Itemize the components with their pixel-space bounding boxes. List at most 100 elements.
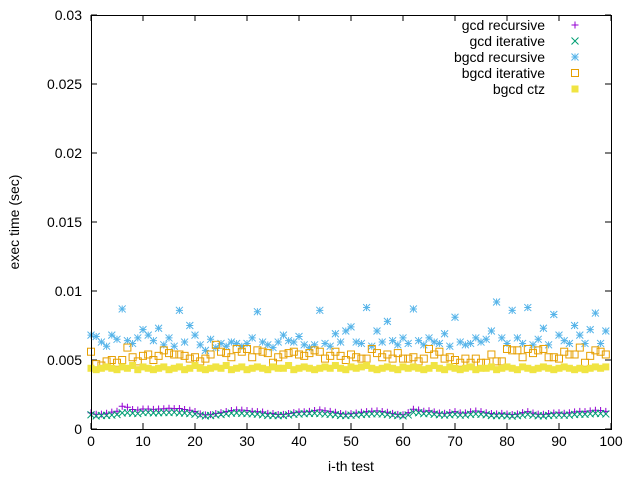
- data-point: [508, 411, 516, 419]
- data-point: [534, 346, 543, 355]
- data-point: [451, 313, 459, 322]
- data-point: [529, 366, 537, 374]
- data-point: [492, 298, 501, 306]
- data-point: [211, 340, 220, 349]
- data-point: [591, 309, 600, 317]
- data-point: [425, 344, 433, 353]
- data-point: [404, 339, 413, 348]
- data-point: [477, 364, 485, 372]
- data-point: [310, 346, 319, 355]
- data-point: [237, 342, 246, 351]
- data-point: [404, 411, 413, 419]
- x-tick-label: 100: [599, 433, 623, 449]
- data-point: [300, 351, 309, 360]
- y-tick-label: 0.005: [47, 352, 82, 368]
- data-point: [570, 321, 579, 330]
- data-point: [170, 350, 179, 359]
- data-point: [378, 364, 386, 372]
- data-point: [97, 410, 105, 418]
- data-point: [289, 338, 298, 346]
- x-tick-label: 10: [135, 433, 151, 449]
- series-gcd-iterative: [87, 408, 610, 420]
- data-point: [571, 366, 579, 374]
- data-point: [92, 332, 101, 341]
- data-point: [217, 339, 225, 348]
- data-point: [279, 350, 288, 359]
- legend-marker: [571, 69, 579, 77]
- legend-label: gcd iterative: [470, 33, 546, 49]
- data-point: [393, 349, 402, 358]
- data-point: [445, 353, 454, 362]
- data-point: [180, 338, 189, 346]
- data-point: [373, 327, 381, 335]
- data-point: [363, 362, 371, 370]
- data-point: [596, 347, 605, 356]
- data-point: [285, 410, 293, 418]
- data-point: [347, 350, 355, 359]
- data-point: [102, 342, 111, 351]
- data-point: [508, 346, 517, 355]
- data-point: [518, 353, 527, 362]
- data-point: [144, 331, 153, 340]
- x-tick-label: 90: [551, 433, 567, 449]
- data-point: [123, 403, 131, 411]
- data-point: [186, 364, 194, 372]
- data-point: [513, 366, 521, 374]
- legend-label: bgcd iterative: [462, 65, 545, 81]
- legend-label: bgcd ctz: [493, 81, 545, 97]
- data-point: [133, 357, 142, 366]
- data-point: [565, 339, 574, 348]
- data-point: [321, 354, 329, 363]
- data-point: [383, 363, 391, 371]
- data-point: [347, 363, 355, 371]
- data-point: [586, 351, 595, 360]
- data-point: [259, 364, 267, 372]
- data-point: [284, 336, 293, 345]
- data-point: [419, 340, 428, 349]
- data-point: [295, 350, 303, 359]
- data-point: [185, 321, 194, 330]
- data-point: [357, 363, 365, 371]
- data-point: [508, 306, 517, 315]
- data-point: [560, 336, 569, 345]
- data-point: [601, 350, 610, 359]
- data-point: [420, 366, 428, 374]
- data-point: [144, 350, 153, 359]
- data-point: [113, 335, 121, 344]
- data-point: [170, 342, 179, 351]
- data-point: [243, 366, 251, 374]
- data-point: [227, 353, 236, 362]
- data-point: [368, 364, 376, 372]
- data-point: [529, 340, 537, 349]
- data-point: [123, 343, 132, 352]
- legend-marker: [571, 85, 579, 93]
- x-tick-label: 0: [87, 433, 95, 449]
- data-point: [539, 363, 547, 371]
- data-point: [108, 364, 116, 372]
- data-point: [196, 340, 205, 349]
- data-point: [493, 366, 501, 374]
- data-point: [185, 354, 194, 363]
- data-point: [165, 366, 173, 374]
- data-point: [175, 306, 184, 315]
- data-point: [227, 366, 235, 374]
- data-point: [565, 364, 573, 372]
- data-point: [435, 364, 443, 372]
- x-tick-label: 40: [291, 433, 307, 449]
- x-tick-label: 50: [343, 433, 359, 449]
- data-point: [139, 325, 147, 334]
- data-point: [513, 346, 522, 355]
- data-point: [446, 363, 454, 371]
- data-point: [373, 366, 381, 374]
- data-point: [149, 336, 158, 345]
- data-point: [154, 324, 163, 333]
- data-point: [159, 346, 168, 355]
- data-point: [336, 351, 345, 360]
- data-point: [581, 339, 589, 348]
- data-point: [175, 363, 183, 371]
- data-point: [321, 363, 329, 371]
- data-point: [222, 362, 230, 370]
